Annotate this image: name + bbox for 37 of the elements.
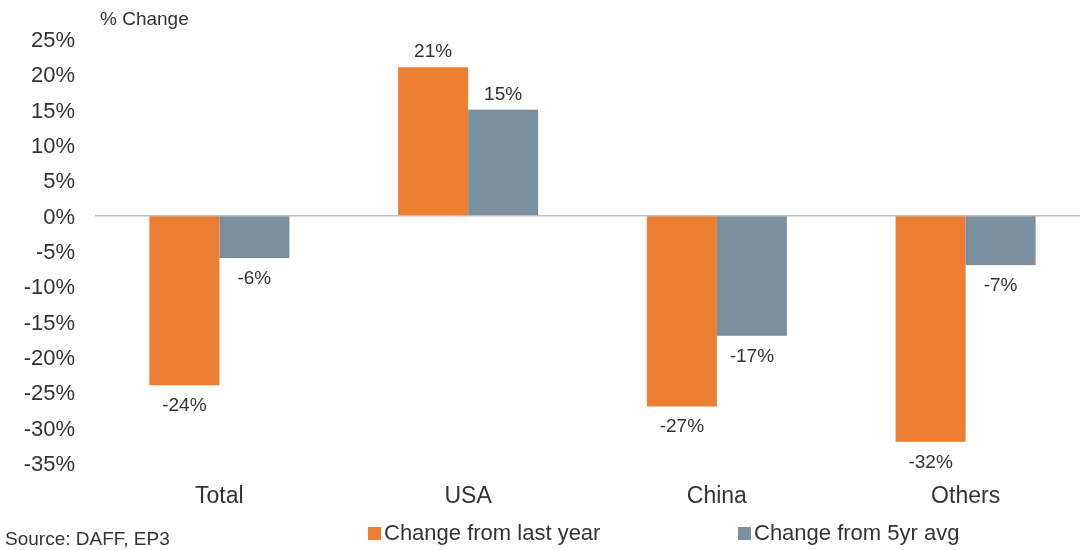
bar (716, 215, 787, 336)
legend-label: Change from 5yr avg (754, 520, 960, 545)
bar (398, 67, 469, 216)
y-tick-label: -5% (35, 239, 75, 264)
y-tick-label: 25% (30, 27, 75, 52)
bar (895, 215, 966, 442)
bar (149, 215, 220, 386)
bar (646, 215, 717, 407)
bar (965, 215, 1036, 266)
bar (219, 215, 290, 259)
y-tick-label: -35% (23, 451, 75, 476)
x-tick-label: China (686, 482, 748, 508)
x-tick-label: USA (444, 482, 493, 508)
data-label: 15% (484, 82, 523, 104)
bar (468, 109, 539, 216)
y-tick-label: -30% (23, 415, 75, 441)
data-label: -32% (908, 450, 953, 472)
data-label: -7% (983, 274, 1018, 296)
y-tick-label: -10% (23, 274, 75, 300)
y-tick-label: 0% (43, 203, 75, 229)
x-tick-label: Total (195, 482, 244, 508)
x-tick-label: Others (931, 482, 1001, 508)
data-label: -27% (659, 415, 705, 437)
y-tick-label: 20% (30, 62, 75, 88)
y-tick-label: 15% (30, 97, 75, 123)
data-label: 21% (414, 40, 453, 62)
y-tick-label: -20% (23, 345, 75, 370)
legend-label: Change from last year (384, 520, 601, 545)
source-note: Source: DAFF, EP3 (5, 528, 170, 549)
y-tick-label: 10% (30, 133, 75, 158)
data-label: -6% (237, 267, 272, 289)
data-label: -24% (162, 394, 207, 416)
y-axis-title: % Change (100, 8, 189, 29)
y-tick-label: -15% (23, 309, 75, 335)
data-label: -17% (729, 344, 775, 366)
y-tick-label: -25% (23, 380, 75, 406)
y-tick-label: 5% (43, 168, 75, 194)
